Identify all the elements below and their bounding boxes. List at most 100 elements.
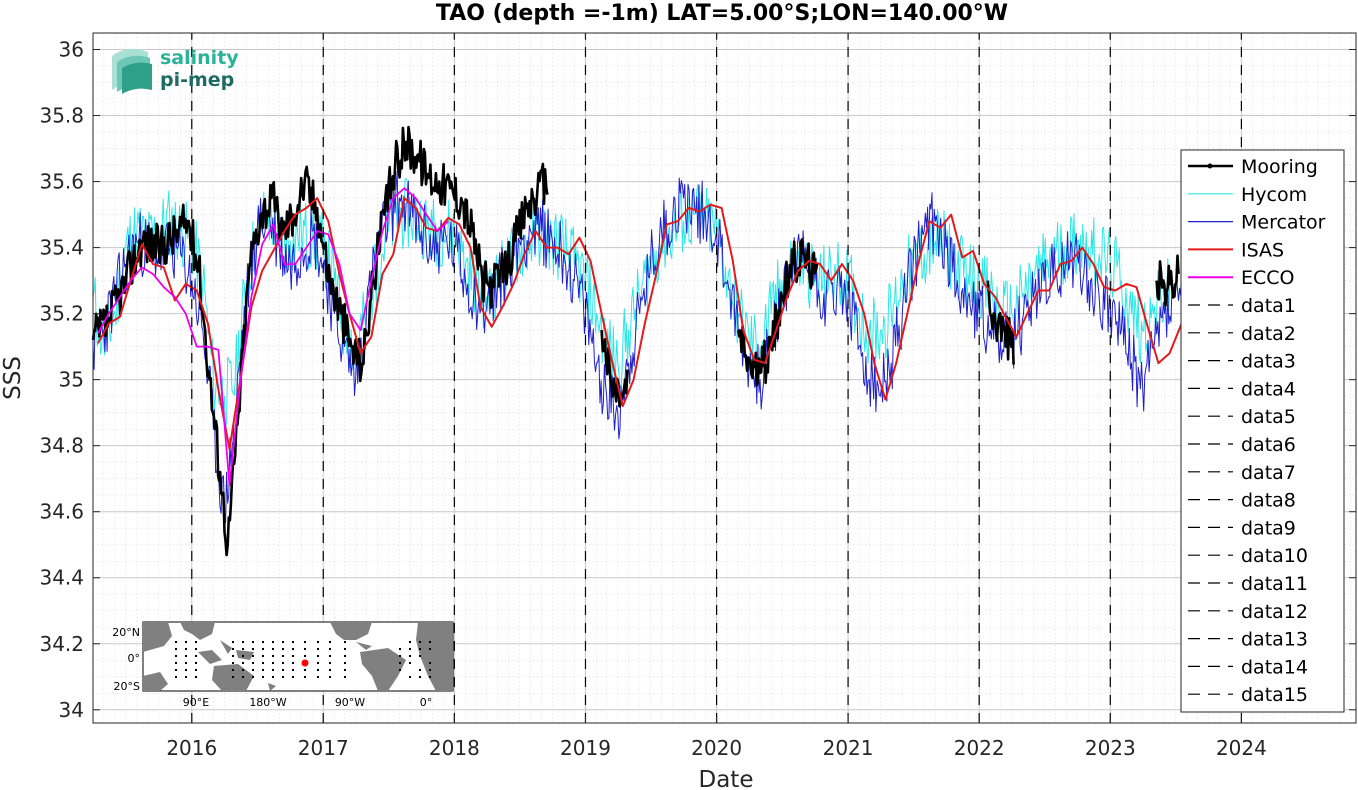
inset-buoy-dot: [232, 676, 234, 678]
inset-buoy-dot: [272, 676, 274, 678]
x-axis: 2016 2017 2018 2019 2020 2021 2022 2023 2024: [166, 33, 1267, 760]
x-tick-label: 2019: [560, 736, 611, 760]
legend-marker: [1207, 163, 1213, 169]
y-tick-label: 36: [59, 38, 84, 62]
x-tick-label: 2022: [954, 736, 1005, 760]
inset-lon-label-90e: 90°E: [183, 696, 209, 709]
inset-buoy-dot: [272, 648, 274, 650]
inset-buoy-dot: [252, 641, 254, 643]
legend-label: data4: [1241, 378, 1296, 400]
y-tick-label: 35.2: [39, 302, 84, 326]
inset-buoy-dot: [242, 676, 244, 678]
inset-buoy-dot: [185, 655, 187, 657]
inset-buoy-dot: [329, 662, 331, 664]
inset-buoy-dot: [282, 676, 284, 678]
inset-buoy-dot: [419, 669, 421, 671]
inset-buoy-dot: [317, 648, 319, 650]
legend-item-data6: data6: [1188, 434, 1296, 456]
legend-label: data15: [1241, 684, 1308, 706]
legend-label: data13: [1241, 629, 1308, 651]
y-tick-label: 35.8: [39, 104, 84, 128]
inset-buoy-dot: [242, 662, 244, 664]
inset-buoy-dot: [292, 669, 294, 671]
inset-buoy-dot: [175, 655, 177, 657]
inset-buoy-dot: [304, 655, 306, 657]
inset-buoy-dot: [344, 676, 346, 678]
legend-label: Hycom: [1241, 184, 1307, 206]
inset-buoy-dot: [242, 648, 244, 650]
inset-buoy-dot: [195, 648, 197, 650]
inset-buoy-dot: [195, 669, 197, 671]
inset-buoy-dot: [272, 662, 274, 664]
inset-buoy-dot: [317, 676, 319, 678]
legend-label: data8: [1241, 490, 1296, 512]
y-tick-label: 34.6: [39, 500, 84, 524]
legend-label: Mooring: [1241, 156, 1318, 178]
y-tick-label: 34.8: [39, 434, 84, 458]
y-tick-label: 35: [59, 368, 84, 392]
inset-buoy-dot: [399, 669, 401, 671]
logo-text-pi-mep: pi-mep: [160, 69, 234, 91]
inset-buoy-dot: [409, 676, 411, 678]
legend-item-data1: data1: [1188, 295, 1296, 317]
inset-buoy-dot: [175, 648, 177, 650]
plot-area: [92, 32, 1357, 724]
inset-buoy-dot: [409, 641, 411, 643]
legend-label: data14: [1241, 656, 1308, 678]
inset-buoy-dot: [175, 641, 177, 643]
inset-buoy-dot: [329, 655, 331, 657]
legend-item-ecco: ECCO: [1188, 267, 1295, 289]
x-axis-label: Date: [699, 767, 754, 790]
x-tick-label: 2021: [823, 736, 874, 760]
inset-buoy-dot: [232, 669, 234, 671]
inset-buoy-dot: [232, 655, 234, 657]
inset-buoy-dot: [282, 641, 284, 643]
inset-buoy-dot: [292, 662, 294, 664]
inset-buoy-dot: [242, 655, 244, 657]
legend-label: data3: [1241, 351, 1296, 373]
inset-buoy-array: [175, 641, 431, 678]
inset-buoy-dot: [195, 655, 197, 657]
inset-buoy-dot: [419, 648, 421, 650]
legend-label: data9: [1241, 517, 1296, 539]
inset-buoy-dot: [409, 655, 411, 657]
legend-item-data9: data9: [1188, 517, 1296, 539]
y-axis: 34 34.2 34.4 34.6 34.8 35 35.2 35.4 35.6 35.8 36: [39, 38, 1356, 722]
inset-buoy-dot: [262, 648, 264, 650]
inset-buoy-dot: [429, 669, 431, 671]
inset-buoy-dot: [429, 676, 431, 678]
legend-label: ECCO: [1241, 267, 1295, 289]
inset-buoy-dot: [185, 669, 187, 671]
inset-buoy-dot: [419, 676, 421, 678]
inset-buoy-dot: [195, 676, 197, 678]
inset-buoy-dot: [262, 641, 264, 643]
inset-buoy-dot: [317, 669, 319, 671]
inset-buoy-dot: [419, 641, 421, 643]
legend-label: data5: [1241, 406, 1296, 428]
inset-buoy-dot: [399, 648, 401, 650]
inset-buoy-dot: [329, 676, 331, 678]
inset-buoy-dot: [242, 669, 244, 671]
legend-item-data7: data7: [1188, 462, 1296, 484]
inset-location-marker: [301, 659, 309, 667]
inset-buoy-dot: [175, 669, 177, 671]
inset-buoy-dot: [282, 648, 284, 650]
inset-buoy-dot: [304, 676, 306, 678]
inset-buoy-dot: [317, 662, 319, 664]
inset-buoy-dot: [399, 662, 401, 664]
inset-buoy-dot: [185, 648, 187, 650]
legend-label: Mercator: [1241, 212, 1326, 234]
series-line-ecco: [97, 187, 449, 487]
legend-label: data12: [1241, 601, 1308, 623]
inset-buoy-dot: [262, 669, 264, 671]
y-tick-label: 35.6: [39, 170, 84, 194]
legend-item-mooring: Mooring: [1188, 156, 1318, 178]
inset-buoy-dot: [282, 655, 284, 657]
legend-item-data2: data2: [1188, 323, 1296, 345]
inset-buoy-dot: [292, 641, 294, 643]
legend-item-data11: data11: [1188, 573, 1308, 595]
legend-label: data11: [1241, 573, 1308, 595]
legend-item-hycom: Hycom: [1188, 184, 1307, 206]
legend-label: data7: [1241, 462, 1296, 484]
legend-label: ISAS: [1241, 239, 1284, 261]
